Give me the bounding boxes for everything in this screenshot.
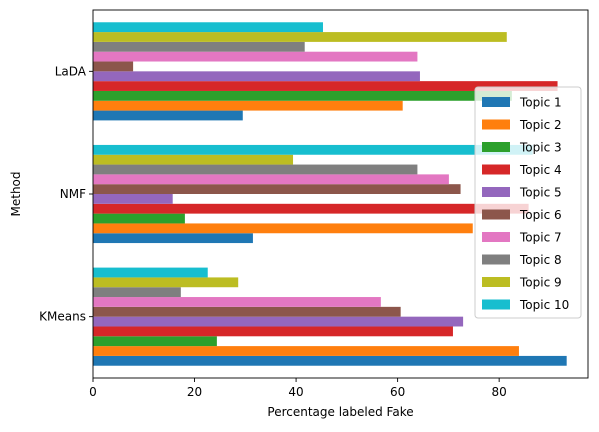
legend-label: Topic 4 [519, 163, 562, 177]
y-tick-label-nmf: NMF [60, 187, 86, 201]
bar-nmf-topic-4 [93, 203, 529, 214]
bar-lada-topic-8 [93, 41, 305, 52]
x-tick-label: 60 [390, 385, 405, 399]
bar-nmf-topic-3 [93, 213, 185, 224]
bar-kmeans-topic-5 [93, 316, 464, 327]
x-tick-label: 40 [288, 385, 303, 399]
bars-layer [93, 22, 567, 366]
legend-label: Topic 9 [519, 276, 562, 290]
legend-swatch [482, 164, 510, 175]
x-axis: 0 20 40 60 80 [89, 378, 507, 399]
legend-label: Topic 1 [519, 96, 562, 110]
legend-label: Topic 7 [519, 231, 562, 245]
bar-nmf-topic-1 [93, 233, 253, 244]
x-axis-label: Percentage labeled Fake [267, 405, 413, 419]
bar-kmeans-topic-6 [93, 306, 401, 317]
bar-lada-topic-7 [93, 51, 418, 62]
legend-label: Topic 5 [519, 186, 562, 200]
bar-kmeans-topic-4 [93, 326, 453, 337]
legend-swatch [482, 299, 510, 310]
x-tick-label: 80 [492, 385, 507, 399]
legend-swatch [482, 142, 510, 152]
bar-kmeans-topic-7 [93, 297, 381, 307]
legend-label: Topic 6 [519, 208, 562, 222]
bar-lada-topic-6 [93, 61, 134, 72]
bar-lada-topic-5 [93, 71, 420, 82]
bar-lada-topic-9 [93, 32, 507, 42]
bar-kmeans-topic-10 [93, 267, 208, 278]
legend-swatch [482, 187, 510, 197]
bar-nmf-topic-6 [93, 184, 461, 194]
legend-swatch [482, 209, 510, 220]
bar-lada-topic-2 [93, 100, 403, 111]
bar-nmf-topic-7 [93, 174, 449, 185]
y-axis: KMeans NMF LaDA [39, 64, 93, 324]
legend-label: Topic 10 [519, 298, 569, 312]
bar-kmeans-topic-2 [93, 346, 519, 356]
legend-swatch [482, 277, 510, 287]
bar-nmf-topic-9 [93, 154, 294, 165]
x-tick-label: 0 [89, 385, 97, 399]
bar-lada-topic-3 [93, 90, 512, 101]
bar-lada-topic-1 [93, 110, 243, 121]
legend-swatch [482, 232, 510, 242]
y-tick-label-lada: LaDA [55, 64, 87, 78]
legend-label: Topic 8 [519, 253, 562, 267]
y-tick-label-kmeans: KMeans [39, 310, 86, 324]
bar-lada-topic-10 [93, 22, 323, 33]
bar-lada-topic-4 [93, 81, 558, 91]
legend-swatch [482, 254, 510, 265]
bar-nmf-topic-10 [93, 144, 533, 155]
x-tick-label: 20 [187, 385, 202, 399]
legend-label: Topic 2 [519, 118, 562, 132]
bar-kmeans-topic-1 [93, 355, 567, 366]
legend-label: Topic 3 [519, 141, 562, 155]
legend-swatch [482, 97, 510, 107]
bar-kmeans-topic-8 [93, 287, 181, 298]
y-axis-label: Method [9, 171, 23, 216]
bar-nmf-topic-8 [93, 164, 418, 175]
bar-kmeans-topic-9 [93, 277, 239, 288]
bar-nmf-topic-5 [93, 194, 173, 204]
bar-kmeans-topic-3 [93, 336, 217, 347]
legend: Topic 1 Topic 2 Topic 3 Topic 4 Topic 5 Topic… [474, 86, 582, 319]
bar-nmf-topic-2 [93, 223, 473, 234]
legend-swatch [482, 119, 510, 130]
